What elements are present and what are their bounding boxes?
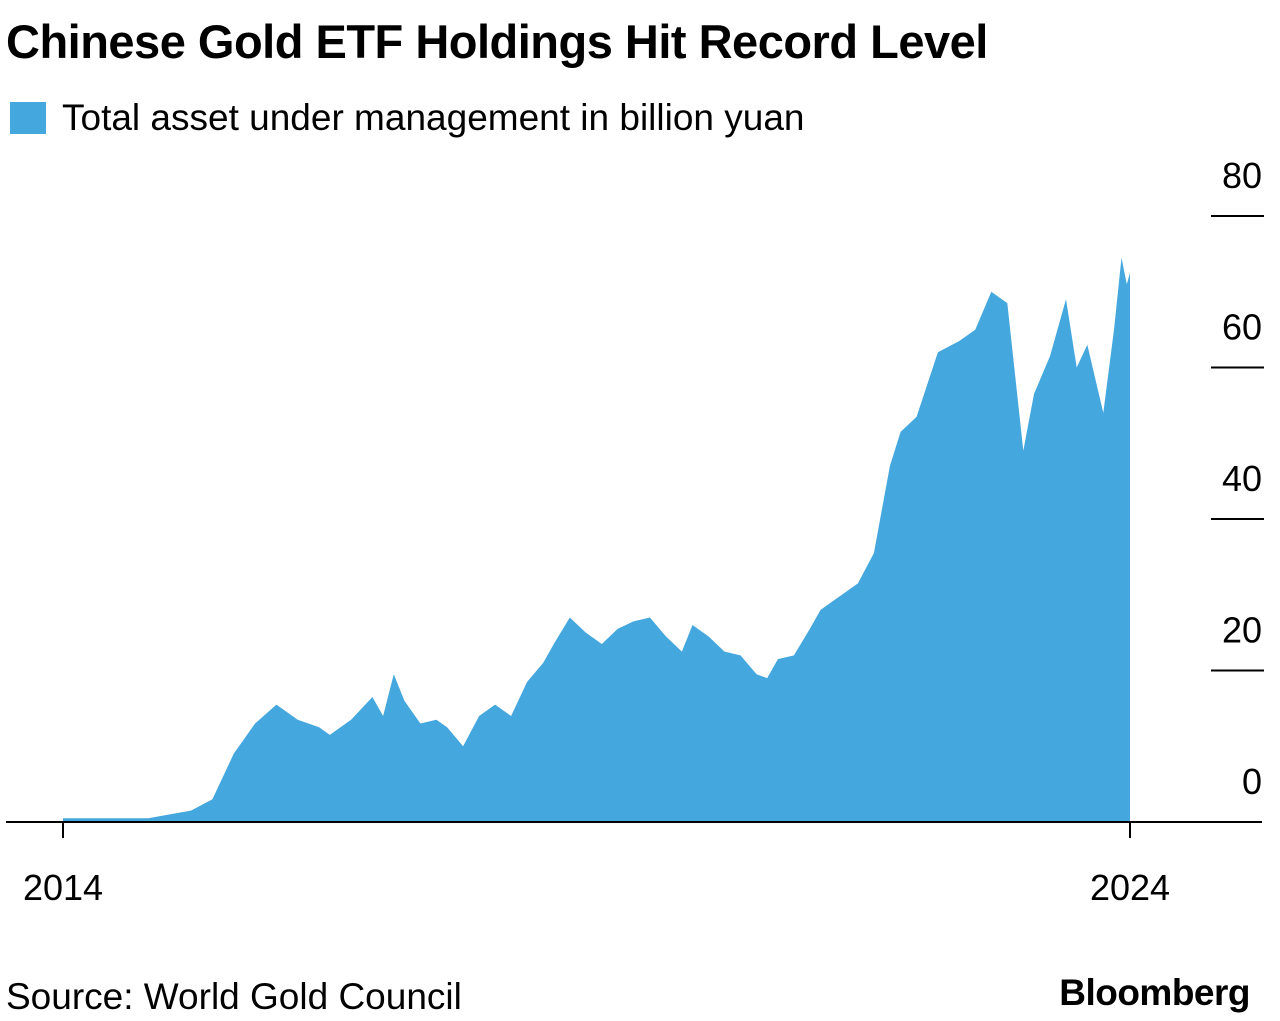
area-chart: 2014 2024 0 20 40 60 80 [6,155,1264,908]
y-tick-label: 80 [1222,155,1262,196]
x-tick-label: 2014 [23,867,103,908]
legend-swatch [10,102,46,134]
area-series [63,257,1130,822]
y-tick-label: 0 [1242,761,1262,802]
y-tick-label: 20 [1222,610,1262,651]
legend-label: Total asset under management in billion … [62,97,805,138]
x-tick-label: 2024 [1090,867,1170,908]
chart-title: Chinese Gold ETF Holdings Hit Record Lev… [6,15,988,68]
bloomberg-logo: Bloomberg [1059,972,1250,1013]
y-tick-label: 40 [1222,458,1262,499]
y-tick-label: 60 [1222,307,1262,348]
source-note: Source: World Gold Council [6,976,462,1017]
legend: Total asset under management in billion … [10,96,805,140]
